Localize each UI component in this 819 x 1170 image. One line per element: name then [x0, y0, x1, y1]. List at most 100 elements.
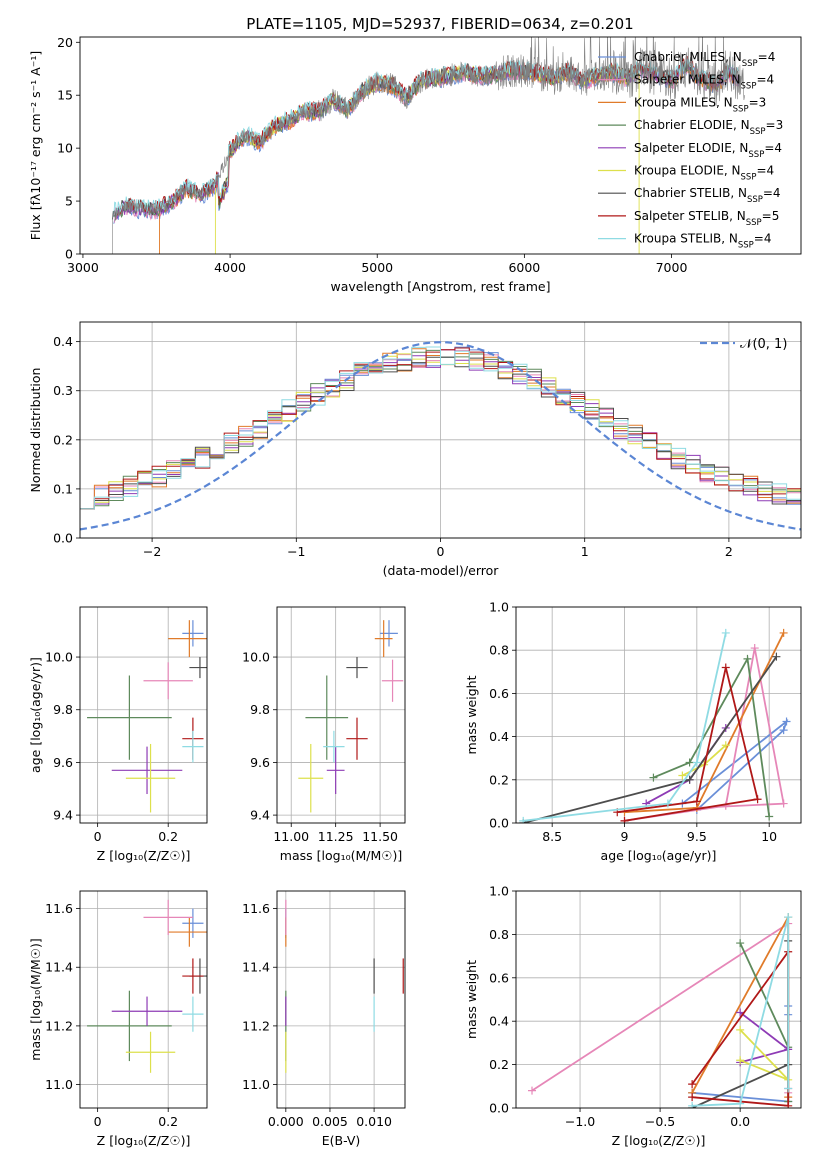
weight-marker — [736, 939, 745, 948]
x-tick-label: 2 — [725, 544, 733, 559]
weight-marker — [721, 801, 730, 810]
data-point-2 — [168, 917, 207, 947]
x-tick-label: −2 — [143, 544, 161, 559]
weight-marker — [779, 799, 788, 808]
y-tick-label: 11.4 — [45, 960, 73, 975]
legend-label-4: Chabrier ELODIE, NSSP=3 — [634, 118, 783, 137]
x-axis-label: mass [log₁₀(M/M☉)] — [280, 848, 402, 863]
data-point-2 — [168, 620, 207, 658]
weight-marker — [688, 1093, 697, 1102]
spectrum-lines — [111, 37, 746, 254]
x-tick-label: 9.5 — [687, 829, 707, 844]
weight_vs_age-lines — [519, 628, 791, 823]
y-tick-label: 9.6 — [53, 755, 73, 770]
y-axis-label: mass [log₁₀(M/M☉)] — [28, 938, 43, 1060]
y-tick-label: 0.3 — [53, 383, 73, 398]
y-tick-label: 9.4 — [250, 808, 270, 823]
y-tick-label: 5 — [65, 194, 73, 209]
data-point-7 — [125, 743, 176, 813]
age_vs_Z-axes: 0 0.2 9.4 9.6 9.8 10.0 Z [log₁₀(Z/Z☉)] age [log… — [28, 607, 207, 863]
gaussian-curve — [80, 341, 801, 531]
x-tick-label: 9 — [621, 829, 629, 844]
data-point-3 — [143, 899, 193, 935]
weight-marker — [779, 628, 788, 637]
observed-spectrum-line — [112, 37, 746, 254]
weight-marker — [782, 717, 791, 726]
weight-line-3 — [624, 632, 785, 814]
weight-line-9 — [692, 916, 790, 1107]
weight-marker — [779, 726, 788, 735]
data-point-1 — [182, 908, 204, 938]
x-axis-label: Z [log₁₀(Z/Z☉)] — [612, 1133, 706, 1148]
weight-marker — [753, 795, 762, 804]
y-tick-label: 9.4 — [53, 808, 73, 823]
y-tick-label: 1.0 — [489, 884, 509, 899]
chart-title: PLATE=1105, MJD=52937, FIBERID=0634, z=0… — [246, 15, 633, 33]
spectrum-axes: 3000 4000 5000 6000 7000 0 5 10 15 20 wavelength [… — [28, 35, 687, 294]
data-point-6 — [111, 996, 183, 1026]
weight-marker — [736, 1056, 745, 1065]
weight-marker — [685, 758, 694, 767]
x-axis-label: wavelength [Angstrom, rest frame] — [330, 279, 550, 294]
weight_vs_Z-lines — [528, 913, 793, 1108]
weight-marker — [784, 1084, 793, 1093]
y-tick-label: 0 — [65, 247, 73, 262]
weight-marker — [519, 816, 528, 823]
data-point-8 — [182, 958, 204, 994]
age_vs_mass-axes: 11.00 11.25 11.50 9.4 9.6 9.8 10.0 mass [log₁₀(… — [242, 607, 405, 863]
x-tick-label: 11.00 — [273, 829, 309, 844]
weight-marker — [743, 654, 752, 663]
histogram-steps — [80, 341, 801, 531]
y-tick-label: 11.6 — [242, 901, 270, 916]
x-axis-label: E(B-V) — [322, 1133, 361, 1148]
data-point-4 — [346, 657, 368, 679]
model-line-3 — [159, 61, 734, 254]
legend-label-gaussian: 𝒩(0, 1) — [740, 337, 787, 352]
x-tick-label: 10 — [761, 829, 777, 844]
histogram-series-9 — [80, 346, 801, 510]
data-point-3 — [381, 659, 404, 702]
y-tick-label: 9.8 — [53, 702, 73, 717]
data-point-9 — [182, 996, 204, 1032]
data-point-2 — [374, 620, 393, 658]
y-axis-label: Normed distribution — [28, 368, 43, 493]
mass_vs_ebv-axes: 0.000 0.005 0.010 11.0 11.2 11.4 11.6 E(B-V) — [242, 891, 405, 1148]
plot-frame — [276, 890, 406, 1109]
y-tick-label: 0.0 — [53, 531, 73, 546]
data-point-3 — [143, 662, 193, 700]
weight-marker — [688, 1101, 697, 1108]
weight-line-4 — [653, 656, 771, 817]
y-tick-label: 11.2 — [45, 1018, 73, 1033]
weight-marker — [750, 644, 759, 653]
weight-marker — [528, 1086, 537, 1095]
y-tick-label: 11.2 — [242, 1018, 270, 1033]
x-tick-label: 0.2 — [158, 829, 178, 844]
plot-frame — [515, 890, 802, 1109]
weight_vs_age-axes: 8.5 9 9.5 10 0.0 0.2 0.4 0.6 0.8 1.0 age [log₁₀(ag… — [464, 600, 801, 863]
x-tick-label: −0.5 — [645, 1114, 675, 1129]
age_vs_mass-points — [298, 620, 404, 813]
data-point-7 — [125, 1031, 176, 1073]
y-tick-label: 9.8 — [250, 702, 270, 717]
y-tick-label: 10.0 — [45, 650, 73, 665]
x-tick-label: −1 — [287, 544, 305, 559]
x-tick-label: 11.25 — [318, 829, 354, 844]
weight-marker — [685, 775, 694, 784]
x-tick-label: 0.010 — [356, 1114, 392, 1129]
age_vs_Z-points — [87, 620, 207, 813]
y-tick-label: 0.4 — [489, 1014, 509, 1029]
x-axis-label: (data-model)/error — [383, 563, 500, 578]
plot-frame — [515, 606, 802, 824]
weight-marker — [736, 1008, 745, 1017]
x-axis-label: age [log₁₀(age/yr)] — [601, 848, 717, 863]
y-tick-label: 0.6 — [489, 970, 509, 985]
data-point-6 — [326, 746, 345, 795]
data-point-7 — [298, 743, 324, 813]
legend-label-9: Kroupa STELIB, NSSP=4 — [634, 232, 772, 251]
residuals-axes: −2 −1 0 1 2 0.0 0.1 0.2 0.3 0.4 (data-model)/error… — [28, 322, 801, 578]
x-tick-label: −1.0 — [565, 1114, 595, 1129]
weight-marker — [765, 812, 774, 821]
y-tick-label: 0.6 — [489, 686, 509, 701]
weight-marker — [736, 1025, 745, 1034]
